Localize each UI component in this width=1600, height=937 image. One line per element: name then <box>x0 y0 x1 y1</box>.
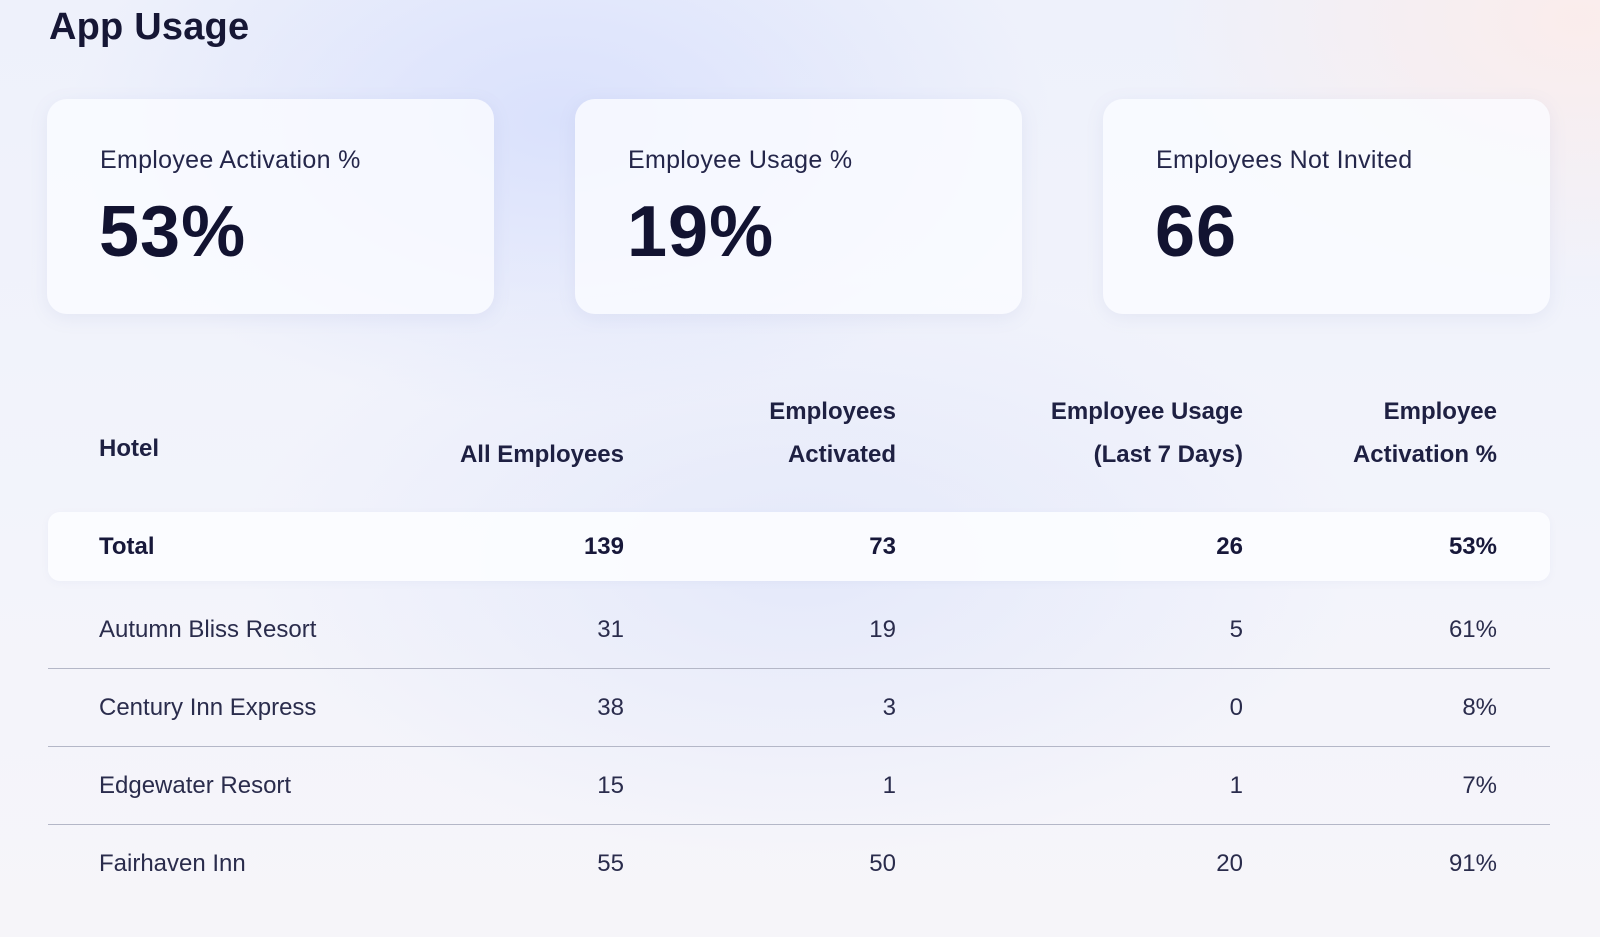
column-header-employees-activated[interactable]: Employees Activated <box>769 390 896 476</box>
column-header-line: Employees <box>769 398 896 425</box>
kpi-label: Employee Activation % <box>100 146 361 174</box>
kpi-value: 19% <box>627 192 775 272</box>
total-activation-pct-cell: 53% <box>1448 532 1497 560</box>
column-header-line: (Last 7 Days) <box>1093 441 1243 468</box>
kpi-value: 66 <box>1155 192 1238 272</box>
kpi-card-employee-activation: Employee Activation % 53% <box>47 99 494 314</box>
hotel-name-cell: Edgewater Resort <box>99 771 292 799</box>
total-all-employees-cell: 139 <box>583 532 624 560</box>
column-header-employee-usage[interactable]: Employee Usage (Last 7 Days) <box>1051 390 1243 476</box>
column-header-all-employees[interactable]: All Employees <box>460 433 624 476</box>
kpi-row: Employee Activation % 53% Employee Usage… <box>47 99 1551 314</box>
total-hotel-cell: Total <box>99 532 155 560</box>
column-header-activation-pct[interactable]: Employee Activation % <box>1353 390 1497 476</box>
total-employees-activated-cell: 73 <box>869 532 896 560</box>
table-header: Hotel All Employees Employees Activated … <box>48 395 1550 491</box>
employee-usage-cell: 5 <box>1229 615 1243 643</box>
employee-usage-cell: 0 <box>1229 693 1243 721</box>
kpi-value: 53% <box>99 192 247 272</box>
column-header-all-employees-label: All Employees <box>459 441 624 468</box>
column-header-line: Activation % <box>1352 441 1497 468</box>
all-employees-cell: 15 <box>597 771 624 799</box>
column-header-line: Activated <box>787 441 896 468</box>
column-header-line: Employee <box>1383 398 1497 425</box>
hotel-usage-table: Hotel All Employees Employees Activated … <box>48 395 1550 902</box>
column-header-hotel-label: Hotel <box>99 435 159 462</box>
kpi-card-employees-not-invited: Employees Not Invited 66 <box>1103 99 1550 314</box>
employees-activated-cell: 3 <box>882 693 896 721</box>
employee-usage-cell: 20 <box>1216 849 1243 877</box>
hotel-name-cell: Century Inn Express <box>99 693 317 721</box>
activation-pct-cell: 7% <box>1462 771 1497 799</box>
employees-activated-cell: 1 <box>882 771 896 799</box>
all-employees-cell: 55 <box>597 849 624 877</box>
page-title: App Usage <box>49 6 250 48</box>
column-header-line: Employee Usage <box>1050 398 1243 425</box>
all-employees-cell: 38 <box>597 693 624 721</box>
kpi-card-employee-usage: Employee Usage % 19% <box>575 99 1022 314</box>
table-row[interactable]: Fairhaven Inn 55 50 20 91% <box>48 825 1550 902</box>
all-employees-cell: 31 <box>597 615 624 643</box>
table-row[interactable]: Edgewater Resort 15 1 1 7% <box>48 747 1550 825</box>
table-row[interactable]: Autumn Bliss Resort 31 19 5 61% <box>48 591 1550 669</box>
activation-pct-cell: 8% <box>1462 693 1497 721</box>
hotel-name-cell: Autumn Bliss Resort <box>99 615 317 643</box>
table-total-row: Total 139 73 26 53% <box>48 512 1550 581</box>
column-header-hotel[interactable]: Hotel <box>99 427 159 470</box>
employee-usage-cell: 1 <box>1229 771 1243 799</box>
kpi-label: Employees Not Invited <box>1156 146 1413 174</box>
activation-pct-cell: 91% <box>1448 849 1497 877</box>
total-employee-usage-cell: 26 <box>1216 532 1243 560</box>
table-row[interactable]: Century Inn Express 38 3 0 8% <box>48 669 1550 747</box>
employees-activated-cell: 19 <box>869 615 896 643</box>
employees-activated-cell: 50 <box>869 849 896 877</box>
hotel-name-cell: Fairhaven Inn <box>99 849 246 877</box>
activation-pct-cell: 61% <box>1448 615 1497 643</box>
kpi-label: Employee Usage % <box>628 146 853 174</box>
